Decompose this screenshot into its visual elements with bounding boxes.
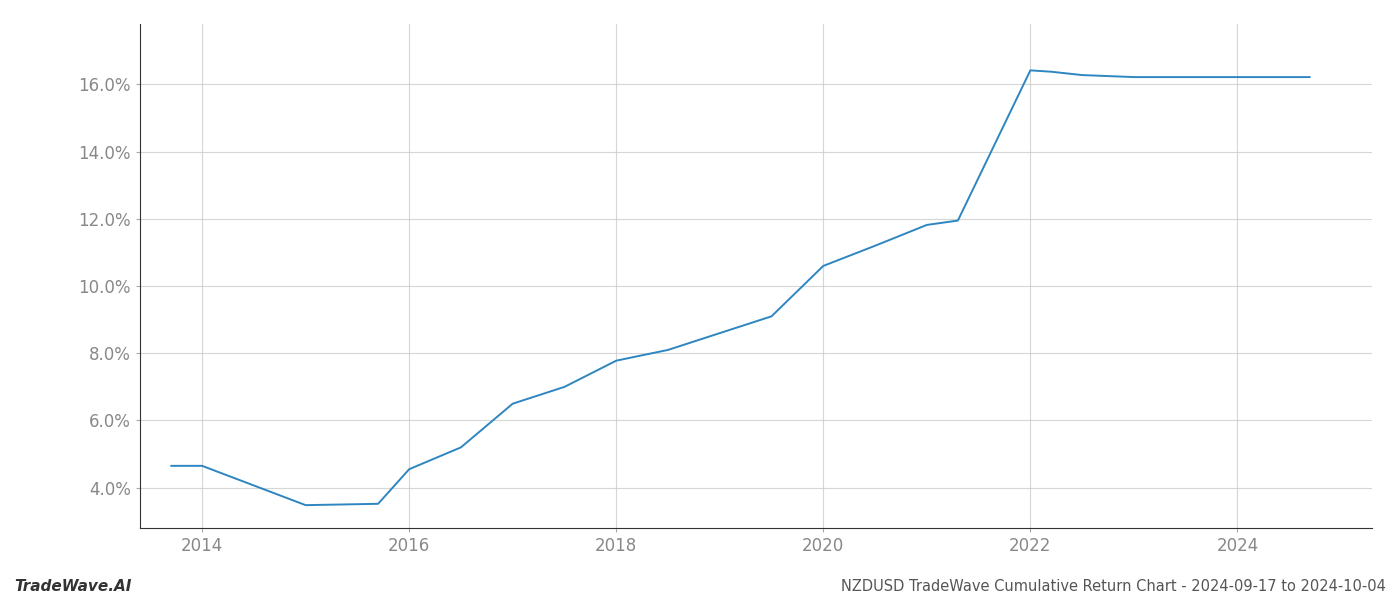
Text: TradeWave.AI: TradeWave.AI — [14, 579, 132, 594]
Text: NZDUSD TradeWave Cumulative Return Chart - 2024-09-17 to 2024-10-04: NZDUSD TradeWave Cumulative Return Chart… — [841, 579, 1386, 594]
